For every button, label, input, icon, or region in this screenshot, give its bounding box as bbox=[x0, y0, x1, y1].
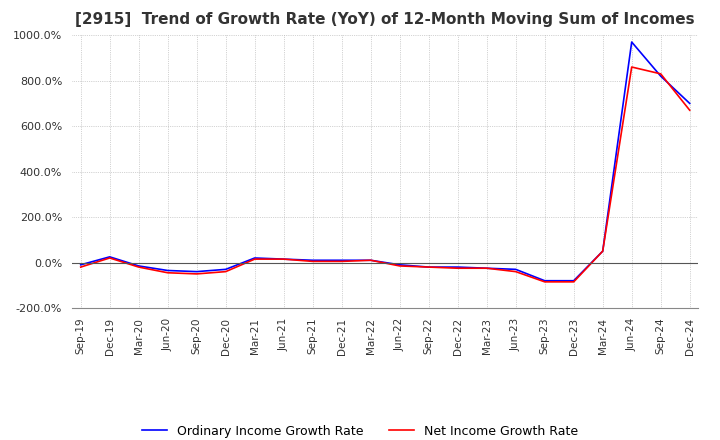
Legend: Ordinary Income Growth Rate, Net Income Growth Rate: Ordinary Income Growth Rate, Net Income … bbox=[138, 420, 582, 440]
Net Income Growth Rate bbox=[395, 263, 404, 268]
Net Income Growth Rate bbox=[308, 259, 317, 264]
Ordinary Income Growth Rate bbox=[482, 266, 491, 271]
Net Income Growth Rate bbox=[135, 264, 143, 270]
Net Income Growth Rate bbox=[511, 269, 520, 274]
Net Income Growth Rate bbox=[221, 269, 230, 274]
Ordinary Income Growth Rate bbox=[627, 39, 636, 44]
Title: [2915]  Trend of Growth Rate (YoY) of 12-Month Moving Sum of Incomes: [2915] Trend of Growth Rate (YoY) of 12-… bbox=[76, 12, 695, 27]
Net Income Growth Rate bbox=[279, 257, 288, 262]
Net Income Growth Rate bbox=[105, 255, 114, 260]
Net Income Growth Rate bbox=[338, 259, 346, 264]
Ordinary Income Growth Rate bbox=[135, 263, 143, 268]
Line: Ordinary Income Growth Rate: Ordinary Income Growth Rate bbox=[81, 42, 690, 281]
Net Income Growth Rate bbox=[424, 264, 433, 270]
Ordinary Income Growth Rate bbox=[105, 254, 114, 260]
Net Income Growth Rate bbox=[598, 249, 607, 254]
Ordinary Income Growth Rate bbox=[598, 249, 607, 254]
Ordinary Income Growth Rate bbox=[338, 257, 346, 263]
Net Income Growth Rate bbox=[627, 64, 636, 70]
Net Income Growth Rate bbox=[541, 279, 549, 285]
Ordinary Income Growth Rate bbox=[395, 262, 404, 268]
Ordinary Income Growth Rate bbox=[570, 278, 578, 283]
Ordinary Income Growth Rate bbox=[454, 264, 462, 270]
Ordinary Income Growth Rate bbox=[221, 267, 230, 272]
Net Income Growth Rate bbox=[192, 271, 201, 276]
Ordinary Income Growth Rate bbox=[366, 257, 375, 263]
Ordinary Income Growth Rate bbox=[511, 267, 520, 272]
Ordinary Income Growth Rate bbox=[685, 101, 694, 106]
Net Income Growth Rate bbox=[454, 266, 462, 271]
Ordinary Income Growth Rate bbox=[76, 262, 85, 268]
Ordinary Income Growth Rate bbox=[541, 278, 549, 283]
Line: Net Income Growth Rate: Net Income Growth Rate bbox=[81, 67, 690, 282]
Net Income Growth Rate bbox=[685, 107, 694, 113]
Ordinary Income Growth Rate bbox=[279, 257, 288, 262]
Ordinary Income Growth Rate bbox=[424, 264, 433, 270]
Ordinary Income Growth Rate bbox=[308, 257, 317, 263]
Ordinary Income Growth Rate bbox=[192, 269, 201, 274]
Ordinary Income Growth Rate bbox=[163, 268, 172, 273]
Ordinary Income Growth Rate bbox=[657, 73, 665, 79]
Net Income Growth Rate bbox=[570, 279, 578, 285]
Net Income Growth Rate bbox=[251, 257, 259, 262]
Net Income Growth Rate bbox=[76, 264, 85, 270]
Net Income Growth Rate bbox=[163, 270, 172, 275]
Net Income Growth Rate bbox=[657, 71, 665, 77]
Net Income Growth Rate bbox=[366, 257, 375, 263]
Net Income Growth Rate bbox=[482, 266, 491, 271]
Ordinary Income Growth Rate bbox=[251, 255, 259, 260]
